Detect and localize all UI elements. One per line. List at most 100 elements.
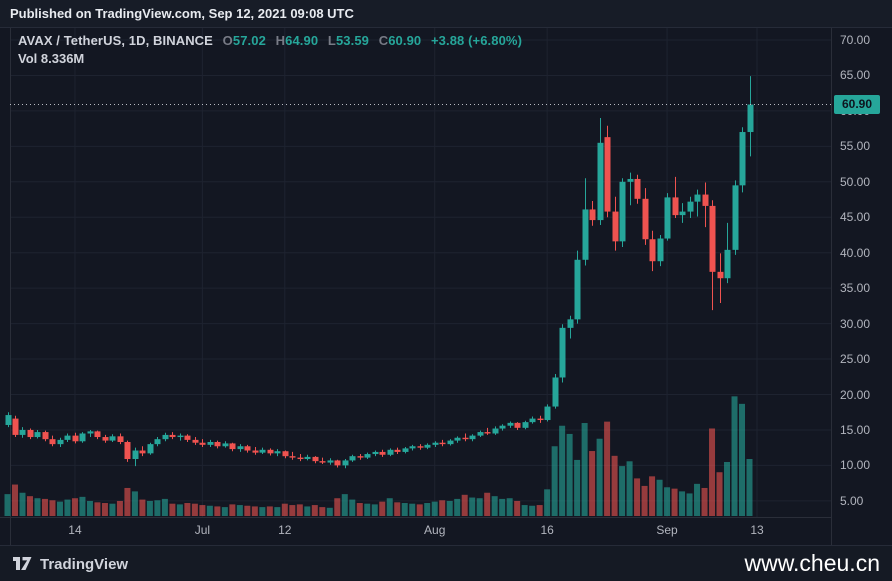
candle-body bbox=[177, 435, 184, 438]
candle-body bbox=[417, 446, 424, 448]
candle-body bbox=[604, 137, 611, 212]
volume-bar bbox=[379, 501, 386, 516]
volume-bar bbox=[506, 498, 513, 516]
volume-bar bbox=[79, 496, 86, 516]
volume-bar bbox=[124, 487, 131, 516]
candle-body bbox=[282, 451, 289, 457]
volume-bar bbox=[461, 494, 468, 516]
volume-bar bbox=[701, 487, 708, 516]
volume-bar bbox=[214, 506, 221, 516]
ohlc-open: O57.02 bbox=[222, 33, 266, 48]
candle-body bbox=[372, 451, 379, 455]
candle-body bbox=[64, 435, 71, 440]
volume-bar bbox=[544, 489, 551, 516]
volume-bar bbox=[484, 492, 491, 516]
volume-bar bbox=[439, 500, 446, 516]
volume-bar bbox=[326, 507, 333, 516]
candle-body bbox=[732, 185, 739, 250]
price-axis[interactable]: 70.0065.0060.0055.0050.0045.0040.0035.00… bbox=[832, 28, 892, 545]
volume-bar bbox=[589, 451, 596, 516]
volume-bar bbox=[356, 503, 363, 516]
candle-body bbox=[259, 449, 266, 453]
volume-bar bbox=[304, 506, 311, 516]
candle-body bbox=[237, 446, 244, 450]
candle-body bbox=[657, 238, 664, 262]
price-axis-label: 50.00 bbox=[840, 174, 871, 189]
volume-bar bbox=[266, 506, 273, 516]
volume-bar bbox=[199, 505, 206, 516]
candle-body bbox=[252, 450, 259, 453]
candle-body bbox=[267, 449, 274, 454]
candle-body bbox=[619, 181, 626, 242]
candle-body bbox=[87, 431, 94, 434]
candle-body bbox=[184, 435, 191, 440]
volume-bar bbox=[41, 498, 48, 516]
candle-body bbox=[747, 104, 754, 133]
time-axis[interactable]: 14 Jul 12 Aug 16 Sep 13 bbox=[0, 517, 832, 545]
candle-body bbox=[349, 456, 356, 461]
ohlc-low: L53.59 bbox=[327, 33, 369, 48]
volume-bar bbox=[581, 423, 588, 516]
candle-body bbox=[49, 439, 56, 445]
candle-body bbox=[439, 442, 446, 445]
candle-body bbox=[244, 446, 251, 451]
candle-body bbox=[522, 422, 529, 428]
volume-bar bbox=[596, 438, 603, 516]
ohlc-close: C60.90 bbox=[378, 33, 422, 48]
time-axis-label: Aug bbox=[424, 523, 446, 537]
volume-bar bbox=[49, 500, 56, 516]
candle-body bbox=[94, 431, 101, 438]
candle-body bbox=[199, 442, 206, 445]
candle-body bbox=[589, 209, 596, 221]
volume-bar bbox=[311, 505, 318, 516]
published-bar: Published on TradingView.com, Sep 12, 20… bbox=[0, 0, 892, 28]
volume-bar bbox=[656, 479, 663, 516]
volume-bar bbox=[19, 492, 26, 516]
volume-bar bbox=[514, 500, 521, 516]
candle-body bbox=[139, 450, 146, 454]
volume-bar bbox=[454, 498, 461, 516]
price-axis-label: 45.00 bbox=[840, 210, 871, 225]
candle-body bbox=[462, 437, 469, 440]
candle-body bbox=[567, 319, 574, 328]
candle-body bbox=[627, 178, 634, 182]
candle-body bbox=[664, 197, 671, 239]
tradingview-logo-link[interactable]: TradingView bbox=[12, 554, 128, 574]
volume-bar bbox=[739, 403, 746, 516]
candle-body bbox=[12, 418, 19, 435]
time-axis-label: Sep bbox=[656, 523, 678, 537]
time-axis-label: Jul bbox=[194, 523, 211, 537]
candle-body bbox=[537, 418, 544, 421]
candle-body bbox=[432, 442, 439, 445]
candle-body bbox=[597, 142, 604, 221]
volume-bar bbox=[296, 504, 303, 516]
candle-body bbox=[304, 456, 311, 460]
price-axis-label: 25.00 bbox=[840, 352, 871, 367]
candle-body bbox=[387, 449, 394, 455]
candle-body bbox=[424, 444, 431, 448]
candle-body bbox=[649, 239, 656, 262]
volume-bar bbox=[281, 503, 288, 516]
candle-body bbox=[469, 435, 476, 440]
candle-body bbox=[169, 434, 176, 438]
volume-bar bbox=[424, 503, 431, 516]
volume-bar bbox=[409, 503, 416, 516]
candle-body bbox=[529, 418, 536, 423]
volume-bar bbox=[34, 498, 41, 516]
candle-body bbox=[379, 451, 386, 455]
change-readout: +3.88 (+6.80%) bbox=[430, 33, 523, 48]
candle-body bbox=[312, 456, 319, 462]
candle-body bbox=[109, 436, 116, 441]
candle-body bbox=[574, 259, 581, 320]
volume-bar bbox=[716, 472, 723, 516]
volume-bar bbox=[394, 502, 401, 516]
volume-bar bbox=[686, 493, 693, 516]
candle-body bbox=[679, 211, 686, 216]
volume-label: Vol bbox=[18, 51, 38, 66]
volume-bar bbox=[26, 496, 33, 516]
volume-bar bbox=[664, 487, 671, 516]
volume-bar bbox=[679, 491, 686, 516]
volume-bar bbox=[401, 503, 408, 516]
